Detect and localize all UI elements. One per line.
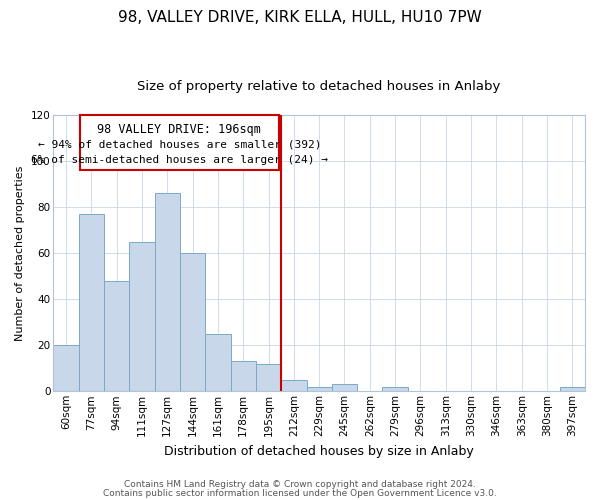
Title: Size of property relative to detached houses in Anlaby: Size of property relative to detached ho…: [137, 80, 501, 93]
Bar: [53, 345, 79, 392]
Text: Contains public sector information licensed under the Open Government Licence v3: Contains public sector information licen…: [103, 488, 497, 498]
Bar: [230, 362, 256, 392]
Bar: [129, 242, 155, 392]
Bar: [560, 386, 585, 392]
Bar: [205, 334, 230, 392]
Text: 98, VALLEY DRIVE, KIRK ELLA, HULL, HU10 7PW: 98, VALLEY DRIVE, KIRK ELLA, HULL, HU10 …: [118, 10, 482, 25]
Bar: [281, 380, 307, 392]
Bar: [307, 386, 332, 392]
Y-axis label: Number of detached properties: Number of detached properties: [15, 166, 25, 341]
Bar: [180, 253, 205, 392]
Text: ← 94% of detached houses are smaller (392): ← 94% of detached houses are smaller (39…: [38, 140, 321, 150]
Bar: [79, 214, 104, 392]
Bar: [155, 194, 180, 392]
Bar: [80, 115, 278, 170]
Bar: [104, 281, 129, 392]
Bar: [256, 364, 281, 392]
X-axis label: Distribution of detached houses by size in Anlaby: Distribution of detached houses by size …: [164, 444, 474, 458]
Text: 6% of semi-detached houses are larger (24) →: 6% of semi-detached houses are larger (2…: [31, 155, 328, 165]
Text: Contains HM Land Registry data © Crown copyright and database right 2024.: Contains HM Land Registry data © Crown c…: [124, 480, 476, 489]
Bar: [332, 384, 357, 392]
Text: 98 VALLEY DRIVE: 196sqm: 98 VALLEY DRIVE: 196sqm: [97, 124, 261, 136]
Bar: [382, 386, 408, 392]
